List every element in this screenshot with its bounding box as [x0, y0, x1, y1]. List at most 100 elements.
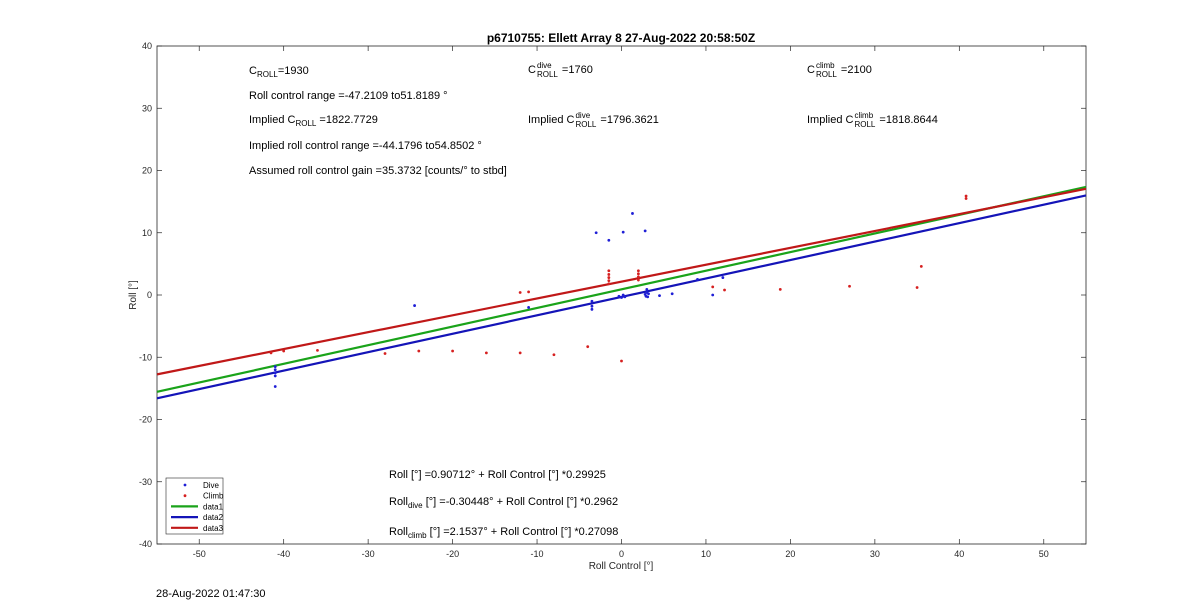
y-axis-ticks: -40 -30 -20 -10 0 10 20 30 40	[139, 41, 1086, 549]
climb-point	[383, 352, 387, 355]
plot-area	[156, 45, 1087, 545]
legend-marker-climb	[183, 494, 187, 498]
climb-point	[484, 351, 488, 355]
x-tick-label: -20	[446, 549, 459, 559]
climb-point	[282, 349, 286, 353]
c-roll-annotation: CROLL=1930	[249, 65, 309, 80]
x-tick-label: 30	[870, 549, 880, 559]
dive-point	[623, 295, 627, 299]
climb-point	[316, 349, 319, 352]
climb-point	[451, 349, 454, 353]
dive-point	[621, 230, 625, 234]
dive-point	[621, 293, 625, 297]
legend-label-climb: Climb	[203, 492, 224, 501]
implied-c-roll: Implied CROLL =1822.7729	[249, 114, 378, 129]
y-tick-label: -10	[139, 352, 152, 362]
x-tick-label: -40	[277, 549, 290, 559]
climb-point	[607, 282, 611, 286]
climb-point	[636, 272, 640, 276]
dive-point	[273, 374, 277, 378]
climb-point	[636, 275, 640, 279]
y-tick-label: 20	[142, 166, 152, 176]
x-tick-label: 40	[954, 549, 964, 559]
x-tick-label: -30	[362, 549, 375, 559]
x-tick-label: 10	[701, 549, 711, 559]
y-tick-label: 30	[142, 103, 152, 113]
dive-point	[658, 294, 661, 298]
climb-point	[518, 291, 522, 294]
y-tick-label: -40	[139, 539, 152, 549]
y-tick-label: 10	[142, 228, 152, 238]
climb-point	[711, 285, 715, 289]
dive-point	[646, 295, 650, 299]
x-axis-ticks: -50 -40 -30 -20 -10 0 10 20 30 40 50	[193, 46, 1049, 559]
x-tick-label: 20	[785, 549, 795, 559]
dive-point	[273, 371, 277, 375]
dive-point	[696, 278, 699, 281]
implied-roll-range: Implied roll control range =-44.1796 to5…	[249, 140, 482, 152]
x-tick-label: 0	[619, 549, 624, 559]
x-tick-label: -10	[531, 549, 544, 559]
y-tick-label: 0	[147, 290, 152, 300]
dive-point	[273, 385, 277, 388]
climb-point	[607, 273, 611, 276]
climb-point	[723, 288, 726, 292]
climb-point	[636, 278, 640, 282]
climb-point	[552, 353, 556, 357]
climb-point	[915, 286, 919, 289]
climb-point	[848, 284, 851, 288]
chart-title: p6710755: Ellett Array 8 27-Aug-2022 20:…	[487, 31, 755, 45]
y-tick-label: -20	[139, 415, 152, 425]
climb-point	[607, 279, 611, 283]
fit-line-data3	[156, 187, 1087, 376]
footer-timestamp: 28-Aug-2022 01:47:30	[156, 588, 266, 600]
dive-point	[590, 307, 594, 311]
climb-point	[586, 345, 590, 349]
climb-point	[518, 351, 522, 355]
climb-point	[607, 276, 611, 279]
fit-equation-all: Roll [°] =0.90712° + Roll Control [°] *0…	[389, 469, 606, 481]
dive-point	[721, 276, 725, 279]
y-tick-label: -30	[139, 477, 152, 487]
legend-label-data1: data1	[203, 502, 224, 511]
y-tick-label: 40	[142, 41, 152, 51]
dive-point	[643, 229, 647, 233]
fit-line-data1	[156, 185, 1087, 393]
roll-control-range: Roll control range =-47.2109 to51.8189 °	[249, 90, 448, 102]
climb-point	[607, 269, 611, 273]
climb-point	[527, 290, 530, 294]
legend-label-data2: data2	[203, 513, 224, 522]
climb-point	[417, 349, 421, 353]
roll-control-gain: Assumed roll control gain =35.3732 [coun…	[249, 165, 507, 177]
dive-point	[620, 296, 623, 299]
climb-point	[778, 287, 782, 291]
x-axis-label: Roll Control [°]	[589, 561, 654, 572]
climb-point	[919, 264, 923, 268]
dive-point	[631, 212, 634, 215]
dive-point	[590, 299, 594, 303]
climb-point	[964, 197, 968, 200]
climb-point	[964, 194, 968, 198]
legend-marker-dive	[183, 483, 187, 487]
climb-point	[620, 359, 623, 363]
dive-point	[647, 292, 650, 296]
scatter-markers	[269, 194, 968, 388]
dive-point	[590, 304, 594, 308]
dive-point	[711, 293, 715, 297]
dive-point	[273, 368, 277, 372]
climb-point	[636, 269, 640, 273]
fit-equation-dive: Rolldive [°] =-0.30448° + Roll Control […	[389, 496, 619, 511]
dive-point	[273, 365, 277, 368]
x-tick-label: -50	[193, 549, 206, 559]
dive-point	[607, 238, 611, 242]
x-tick-label: 50	[1039, 549, 1049, 559]
dive-point	[645, 287, 649, 291]
legend-label-data3: data3	[203, 524, 224, 533]
y-axis-label: Roll [°]	[128, 280, 139, 310]
